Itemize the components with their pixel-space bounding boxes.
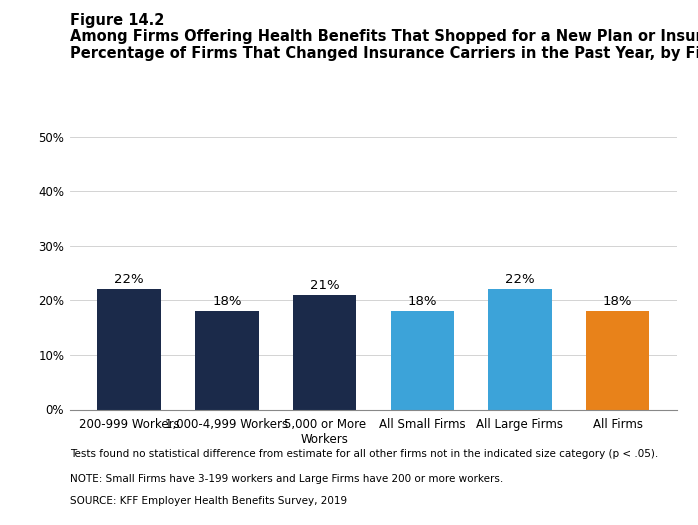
Text: 18%: 18% — [603, 295, 632, 308]
Bar — [98, 289, 161, 410]
Text: Figure 14.2: Figure 14.2 — [70, 13, 164, 28]
Text: Among Firms Offering Health Benefits That Shopped for a New Plan or Insurance Ca: Among Firms Offering Health Benefits Tha… — [70, 29, 698, 44]
Text: 22%: 22% — [114, 273, 144, 286]
Text: 18%: 18% — [408, 295, 437, 308]
Bar — [488, 289, 551, 410]
Text: 21%: 21% — [310, 279, 339, 291]
Text: 18%: 18% — [212, 295, 242, 308]
Bar — [390, 311, 454, 410]
Bar — [195, 311, 259, 410]
Text: 22%: 22% — [505, 273, 535, 286]
Bar — [293, 295, 357, 410]
Text: Percentage of Firms That Changed Insurance Carriers in the Past Year, by Firm Si: Percentage of Firms That Changed Insuran… — [70, 46, 698, 61]
Text: SOURCE: KFF Employer Health Benefits Survey, 2019: SOURCE: KFF Employer Health Benefits Sur… — [70, 496, 347, 506]
Text: NOTE: Small Firms have 3-199 workers and Large Firms have 200 or more workers.: NOTE: Small Firms have 3-199 workers and… — [70, 474, 503, 484]
Bar — [586, 311, 649, 410]
Text: Tests found no statistical difference from estimate for all other firms not in t: Tests found no statistical difference fr… — [70, 449, 658, 459]
